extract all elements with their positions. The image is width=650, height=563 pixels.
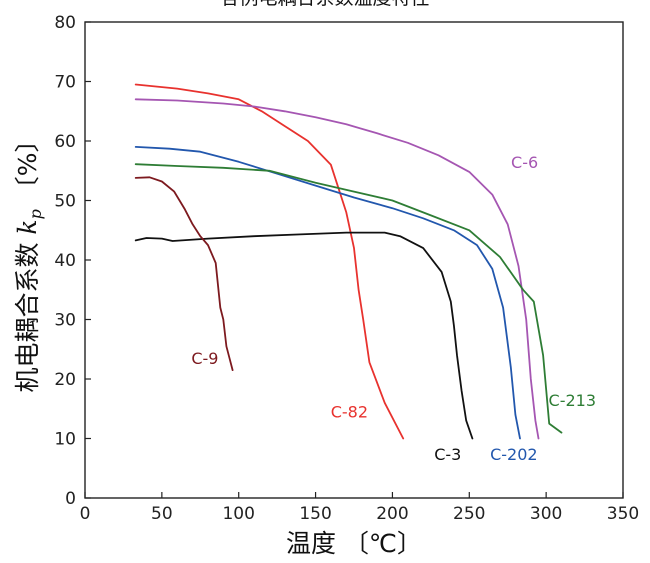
y-tick-label: 70: [54, 73, 76, 93]
series-line-c-213: [134, 163, 563, 434]
series-label-c-6: C-6: [511, 153, 538, 172]
y-tick-label: 40: [54, 251, 76, 271]
y-axis-title-subscript: p: [26, 209, 45, 219]
y-tick-label: 0: [65, 489, 76, 509]
chart-title: 各例电耦合系数温度特性: [220, 0, 429, 9]
x-axis-title: 温度 〔℃〕: [286, 529, 422, 558]
series-layer: [134, 83, 563, 440]
plot-frame: [84, 21, 624, 499]
x-tick-label: 200: [376, 504, 408, 524]
y-axis-title-part: 机电耦合系数: [13, 235, 42, 393]
y-axis-title: 机电耦合系数 kp 〔%〕: [13, 127, 45, 392]
series-line-c-82: [134, 83, 405, 440]
series-line-c-202: [134, 145, 521, 440]
series-label-c-213: C-213: [549, 391, 596, 410]
x-tick-label: 250: [453, 504, 485, 524]
y-tick-label: 50: [54, 192, 76, 212]
y-tick-label: 80: [54, 13, 76, 33]
series-line-c-3: [134, 231, 474, 440]
series-label-c-9: C-9: [191, 349, 218, 368]
series-labels: C-82 C-6 C-202 C-213 C-3 C-9: [191, 153, 596, 464]
x-tick-label: 150: [299, 504, 331, 524]
series-label-c-3: C-3: [434, 445, 461, 464]
y-tick-label: 10: [54, 430, 76, 450]
x-tick-label: 350: [607, 504, 639, 524]
series-label-c-82: C-82: [331, 403, 368, 422]
axis-ticks: 0 50 100 150 200 250 300 350 0 10 20 30 40 50 60 70 80: [54, 13, 639, 524]
x-tick-label: 300: [530, 504, 562, 524]
y-tick-label: 20: [54, 370, 76, 390]
y-tick-label: 60: [54, 132, 76, 152]
x-tick-label: 100: [222, 504, 254, 524]
y-axis-title-unit: 〔%〕: [13, 127, 42, 209]
series-label-c-202: C-202: [490, 445, 537, 464]
series-line-c-9: [134, 176, 234, 372]
x-tick-label: 50: [151, 504, 173, 524]
y-tick-label: 30: [54, 311, 76, 331]
series-line-c-6: [134, 98, 540, 440]
y-axis-title-symbol: k: [13, 219, 42, 234]
x-tick-label: 0: [80, 504, 91, 524]
